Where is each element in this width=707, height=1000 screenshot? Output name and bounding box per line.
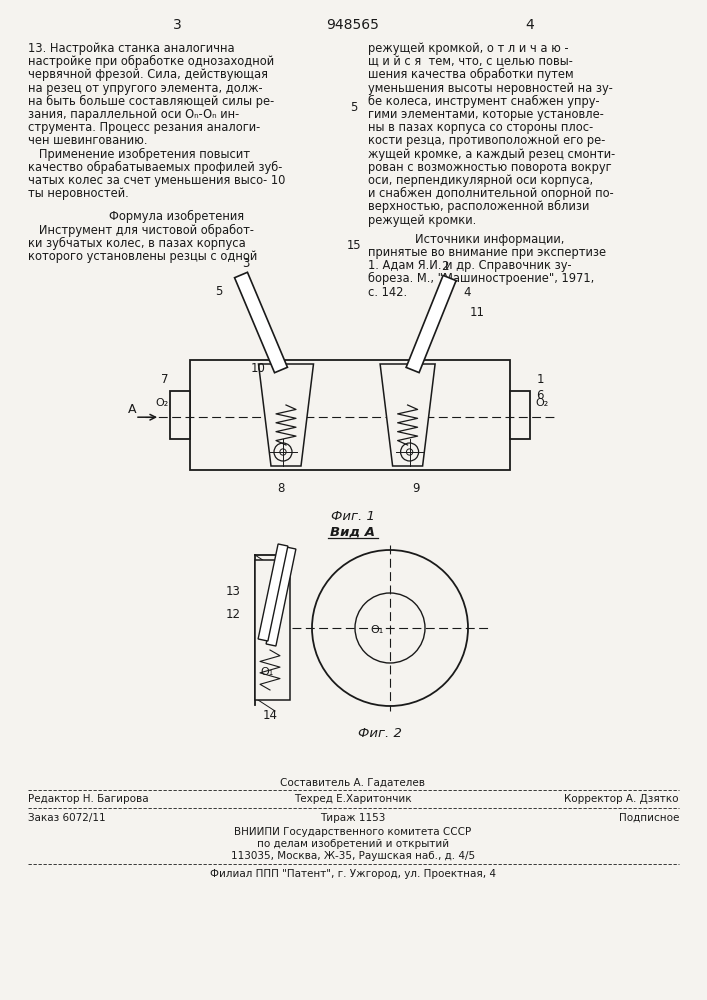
Text: 8: 8	[277, 482, 285, 495]
Text: уменьшения высоты неровностей на зу-: уменьшения высоты неровностей на зу-	[368, 82, 613, 95]
Text: Вид А: Вид А	[330, 526, 375, 539]
Text: Составитель А. Гадателев: Составитель А. Гадателев	[281, 778, 426, 788]
Text: Источники информации,: Источники информации,	[415, 233, 565, 246]
Text: Фиг. 2: Фиг. 2	[358, 727, 402, 740]
Text: червячной фрезой. Сила, действующая: червячной фрезой. Сила, действующая	[28, 68, 268, 81]
Text: режущей кромкой, о т л и ч а ю -: режущей кромкой, о т л и ч а ю -	[368, 42, 568, 55]
Bar	[255, 560, 290, 700]
Polygon shape	[235, 272, 288, 373]
Text: Филиал ППП "Патент", г. Ужгород, ул. Проектная, 4: Филиал ППП "Патент", г. Ужгород, ул. Про…	[210, 869, 496, 879]
Text: 15: 15	[346, 239, 361, 252]
Text: ки зубчатых колес, в пазах корпуса: ки зубчатых колес, в пазах корпуса	[28, 237, 246, 250]
Text: режущей кромки.: режущей кромки.	[368, 214, 477, 227]
Text: жущей кромке, а каждый резец смонти-: жущей кромке, а каждый резец смонти-	[368, 148, 615, 161]
Bar	[510, 391, 530, 439]
Polygon shape	[259, 364, 313, 466]
Text: Редактор Н. Багирова: Редактор Н. Багирова	[28, 794, 148, 804]
Text: 5: 5	[216, 285, 223, 298]
Text: Инструмент для чистовой обработ-: Инструмент для чистовой обработ-	[28, 224, 254, 237]
Polygon shape	[266, 547, 296, 646]
Text: щ и й с я  тем, что, с целью повы-: щ и й с я тем, что, с целью повы-	[368, 55, 573, 68]
Text: 13: 13	[226, 585, 240, 598]
Text: зания, параллельной оси Oₙ-Oₙ ин-: зания, параллельной оси Oₙ-Oₙ ин-	[28, 108, 239, 121]
Polygon shape	[380, 364, 435, 466]
Text: Применение изобретения повысит: Применение изобретения повысит	[28, 148, 250, 161]
Text: которого установлены резцы с одной: которого установлены резцы с одной	[28, 250, 257, 263]
Bar	[190, 360, 510, 470]
Text: 948565: 948565	[327, 18, 380, 32]
Polygon shape	[258, 544, 288, 641]
Text: и снабжен дополнительной опорной по-: и снабжен дополнительной опорной по-	[368, 187, 614, 200]
Text: 1. Адам Я.И. и др. Справочник зу-: 1. Адам Я.И. и др. Справочник зу-	[368, 259, 572, 272]
Text: Техред Е.Харитончик: Техред Е.Харитончик	[294, 794, 411, 804]
Text: O₁: O₁	[260, 667, 273, 677]
Text: 113035, Москва, Ж-35, Раушская наб., д. 4/5: 113035, Москва, Ж-35, Раушская наб., д. …	[231, 851, 475, 861]
Text: ВНИИПИ Государственного комитета СССР: ВНИИПИ Государственного комитета СССР	[235, 827, 472, 837]
Text: 7: 7	[161, 373, 169, 386]
Polygon shape	[406, 275, 456, 373]
Text: 1: 1	[536, 373, 544, 386]
Text: Заказ 6072/11: Заказ 6072/11	[28, 813, 105, 823]
Text: чен шевингованию.: чен шевингованию.	[28, 134, 148, 147]
Text: по делам изобретений и открытий: по делам изобретений и открытий	[257, 839, 449, 849]
Text: 14: 14	[262, 709, 278, 722]
Text: ны в пазах корпуса со стороны плос-: ны в пазах корпуса со стороны плос-	[368, 121, 593, 134]
Text: верхностью, расположенной вблизи: верхностью, расположенной вблизи	[368, 200, 590, 213]
Text: на быть больше составляющей силы ре-: на быть больше составляющей силы ре-	[28, 95, 274, 108]
Text: принятые во внимание при экспертизе: принятые во внимание при экспертизе	[368, 246, 606, 259]
Text: Подписное: Подписное	[619, 813, 679, 823]
Text: Формула изобретения: Формула изобретения	[110, 210, 245, 223]
Text: 10: 10	[250, 362, 265, 375]
Text: струмента. Процесс резания аналоги-: струмента. Процесс резания аналоги-	[28, 121, 260, 134]
Text: А: А	[128, 403, 136, 416]
Text: качество обрабатываемых профилей зуб-: качество обрабатываемых профилей зуб-	[28, 161, 282, 174]
Bar	[170, 391, 190, 439]
Text: на резец от упругого элемента, долж-: на резец от упругого элемента, долж-	[28, 82, 262, 95]
Text: 2: 2	[441, 260, 448, 273]
Text: чатых колес за счет уменьшения высо- 10: чатых колес за счет уменьшения высо- 10	[28, 174, 286, 187]
Circle shape	[312, 550, 468, 706]
Text: гими элементами, которые установле-: гими элементами, которые установле-	[368, 108, 604, 121]
Text: Корректор А. Дзятко: Корректор А. Дзятко	[564, 794, 679, 804]
Text: Фиг. 1: Фиг. 1	[331, 510, 375, 523]
Text: O₂: O₂	[156, 398, 169, 408]
Text: бе колеса, инструмент снабжен упру-: бе колеса, инструмент снабжен упру-	[368, 95, 600, 108]
Text: 5: 5	[350, 101, 358, 114]
Text: 3: 3	[173, 18, 182, 32]
Text: рован с возможностью поворота вокруг: рован с возможностью поворота вокруг	[368, 161, 612, 174]
Text: 11: 11	[470, 306, 485, 319]
Text: O₁: O₁	[370, 625, 383, 635]
Text: 4: 4	[464, 286, 472, 299]
Text: оси, перпендикулярной оси корпуса,: оси, перпендикулярной оси корпуса,	[368, 174, 593, 187]
Text: кости резца, противоположной его ре-: кости резца, противоположной его ре-	[368, 134, 605, 147]
Text: бореза. М., "Машиностроение", 1971,: бореза. М., "Машиностроение", 1971,	[368, 272, 595, 285]
Text: ты неровностей.: ты неровностей.	[28, 187, 129, 200]
Text: 3: 3	[243, 257, 250, 270]
Text: 6: 6	[536, 389, 544, 402]
Text: 13. Настройка станка аналогична: 13. Настройка станка аналогична	[28, 42, 235, 55]
Text: 4: 4	[525, 18, 534, 32]
Text: Тираж 1153: Тираж 1153	[320, 813, 386, 823]
Text: настройке при обработке однозаходной: настройке при обработке однозаходной	[28, 55, 274, 68]
Text: шения качества обработки путем: шения качества обработки путем	[368, 68, 573, 81]
Text: O₂: O₂	[535, 398, 549, 408]
Text: 12: 12	[226, 608, 240, 621]
Text: с. 142.: с. 142.	[368, 286, 407, 299]
Text: 9: 9	[412, 482, 419, 495]
